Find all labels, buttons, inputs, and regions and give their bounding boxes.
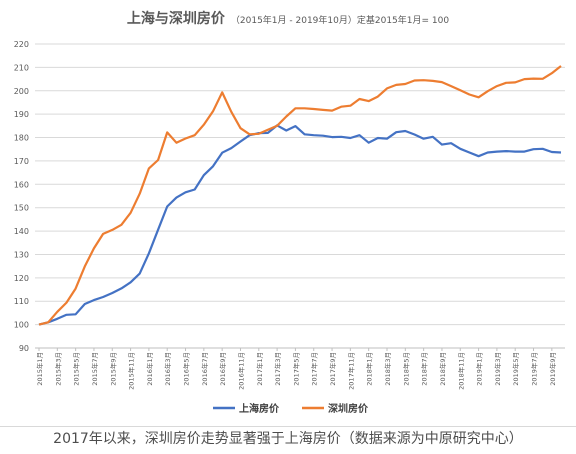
x-tick-label: 2016年11月 [236, 352, 245, 390]
x-tick-label: 2018年9月 [438, 352, 447, 386]
x-tick-label: 2015年1月 [35, 352, 44, 386]
y-tick-label: 200 [14, 87, 29, 96]
chart-caption: 2017年以来，深圳房价走势显著强于上海房价（数据来源为中原研究中心） [53, 431, 523, 447]
legend-label: 深圳房价 [328, 402, 369, 415]
y-tick-label: 210 [14, 63, 29, 72]
x-tick-label: 2018年11月 [456, 352, 465, 390]
chart-subtitle: （2015年1月 - 2019年10月）定基2015年1月= 100 [230, 16, 450, 26]
x-tick-label: 2019年9月 [548, 352, 557, 386]
y-tick-label: 130 [14, 250, 29, 259]
y-tick-label: 150 [14, 204, 29, 213]
y-tick-label: 220 [14, 40, 29, 49]
x-tick-label: 2016年7月 [200, 352, 209, 386]
x-tick-label: 2015年7月 [90, 352, 99, 386]
x-tick-label: 2015年5月 [72, 352, 81, 386]
legend-label: 上海房价 [239, 402, 280, 415]
y-tick-label: 160 [14, 180, 29, 189]
series-line-1 [38, 124, 562, 326]
x-tick-label: 2015年9月 [108, 352, 117, 386]
y-tick-label: 100 [14, 321, 29, 330]
x-tick-label: 2016年9月 [218, 352, 227, 386]
x-tick-label: 2018年7月 [420, 352, 429, 386]
x-tick-label: 2019年3月 [493, 352, 502, 386]
x-tick-label: 2017年7月 [310, 352, 319, 386]
chart-frame: 上海与深圳房价 （2015年1月 - 2019年10月）定基2015年1月= 10… [0, 8, 576, 427]
y-tick-label: 180 [14, 134, 29, 143]
x-tick-label: 2016年1月 [145, 352, 154, 386]
x-tick-label: 2019年5月 [511, 352, 520, 386]
y-tick-label: 90 [19, 344, 29, 353]
chart-title-row: 上海与深圳房价 （2015年1月 - 2019年10月）定基2015年1月= 10… [0, 8, 576, 28]
y-tick-label: 110 [14, 297, 29, 306]
x-tick-label: 2015年11月 [127, 352, 136, 390]
y-tick-label: 190 [14, 110, 29, 119]
y-tick-label: 170 [14, 157, 29, 166]
x-tick-label: 2017年1月 [255, 352, 264, 386]
chart-title: 上海与深圳房价 [126, 11, 225, 27]
x-tick-label: 2017年11月 [346, 352, 355, 390]
x-tick-label: 2018年5月 [401, 352, 410, 386]
x-tick-label: 2018年1月 [365, 352, 374, 386]
x-tick-label: 2017年3月 [273, 352, 282, 386]
x-tick-label: 2015年3月 [53, 352, 62, 386]
x-tick-label: 2016年3月 [163, 352, 172, 386]
line-chart: 90 100 110 120 130 140 150 160 170 180 190 200 210 22… [14, 40, 565, 415]
x-tick-label: 2018年3月 [383, 352, 392, 386]
series-line-2 [38, 65, 562, 326]
y-tick-label: 140 [14, 227, 29, 236]
x-tick-label: 2019年1月 [475, 352, 484, 386]
x-tick-label: 2017年9月 [328, 352, 337, 386]
y-tick-label: 120 [14, 274, 29, 283]
x-tick-label: 2017年5月 [291, 352, 300, 386]
x-tick-label: 2016年5月 [182, 352, 191, 386]
x-tick-label: 2019年7月 [530, 352, 539, 386]
